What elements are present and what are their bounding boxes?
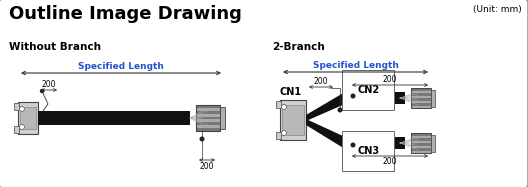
Text: (Unit: mm): (Unit: mm): [473, 5, 522, 14]
Text: Outline Image Drawing: Outline Image Drawing: [9, 5, 242, 23]
Bar: [196, 122, 220, 125]
Polygon shape: [306, 119, 405, 149]
Circle shape: [351, 143, 355, 147]
Circle shape: [200, 137, 204, 141]
Bar: [280, 100, 306, 140]
Circle shape: [20, 107, 24, 111]
Bar: [196, 119, 220, 122]
Text: Specified Length: Specified Length: [78, 62, 164, 71]
Bar: [411, 145, 431, 148]
Polygon shape: [38, 111, 190, 125]
Text: 200: 200: [314, 77, 328, 86]
Bar: [411, 93, 431, 96]
Bar: [411, 88, 431, 91]
Circle shape: [338, 108, 342, 112]
Bar: [196, 111, 220, 114]
Bar: [411, 151, 431, 153]
Bar: [411, 88, 431, 108]
Text: Specified Length: Specified Length: [313, 61, 399, 70]
Circle shape: [281, 131, 287, 136]
Bar: [411, 148, 431, 151]
Bar: [20, 107, 36, 129]
Bar: [411, 105, 431, 108]
Bar: [411, 103, 431, 105]
Text: 200: 200: [383, 157, 397, 166]
Bar: [18, 102, 38, 134]
Polygon shape: [306, 92, 405, 121]
Bar: [220, 107, 225, 129]
Bar: [411, 138, 431, 140]
Bar: [411, 133, 431, 153]
Bar: [14, 126, 19, 133]
Circle shape: [281, 105, 287, 110]
Bar: [196, 105, 220, 131]
Bar: [196, 108, 220, 111]
Bar: [411, 133, 431, 136]
Bar: [411, 140, 431, 143]
Text: CN1: CN1: [279, 87, 301, 97]
Bar: [411, 98, 431, 100]
Bar: [196, 125, 220, 128]
Circle shape: [351, 94, 355, 98]
Bar: [14, 103, 19, 110]
Text: 200: 200: [383, 75, 397, 84]
Text: Without Branch: Without Branch: [9, 42, 101, 52]
Bar: [411, 91, 431, 93]
Bar: [196, 117, 220, 119]
Bar: [411, 100, 431, 103]
Bar: [411, 96, 431, 98]
Bar: [431, 134, 435, 151]
Circle shape: [41, 90, 43, 93]
Bar: [196, 128, 220, 131]
Text: 200: 200: [42, 80, 56, 89]
Circle shape: [20, 125, 24, 130]
Bar: [276, 101, 281, 108]
Bar: [276, 132, 281, 139]
Text: CN2: CN2: [357, 85, 379, 95]
Bar: [196, 114, 220, 117]
Bar: [431, 90, 435, 107]
Bar: [411, 136, 431, 138]
Text: CN3: CN3: [357, 146, 379, 156]
Text: 200: 200: [200, 162, 214, 171]
Bar: [282, 105, 304, 135]
Text: 2-Branch: 2-Branch: [272, 42, 325, 52]
Bar: [411, 143, 431, 145]
Bar: [196, 105, 220, 108]
